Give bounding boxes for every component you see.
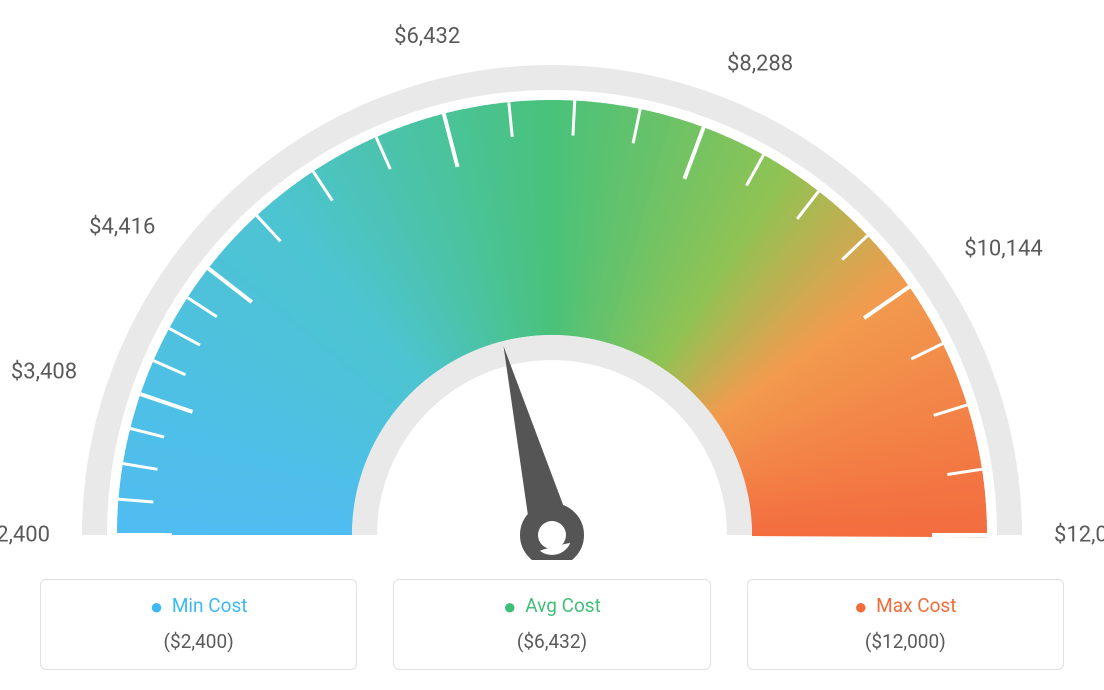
gauge-tick-label: $10,144 [964,236,1064,261]
gauge-tick-label: $8,288 [727,52,827,77]
gauge-svg [0,0,1104,560]
legend-row: ● Min Cost ($2,400) ● Avg Cost ($6,432) … [0,579,1104,670]
gauge-chart: $2,400 $3,408 $4,416 $6,432 $8,288 $10,144 $12… [0,0,1104,560]
legend-card-avg: ● Avg Cost ($6,432) [393,579,710,670]
legend-title-max: ● Max Cost [748,594,1063,620]
gauge-tick-label: $6,432 [377,24,477,49]
legend-label: Min Cost [172,594,248,617]
legend-title-avg: ● Avg Cost [394,594,709,620]
legend-value-avg: ($6,432) [394,630,709,653]
dot-icon: ● [150,595,163,620]
legend-label: Max Cost [876,594,956,617]
dot-icon: ● [854,595,867,620]
gauge-tick-label: $4,416 [55,215,155,240]
legend-label: Avg Cost [525,594,601,617]
gauge-tick-label: $2,400 [0,523,50,548]
gauge-tick-label: $12,000 [1054,523,1104,548]
gauge-tick-label: $3,408 [0,360,77,385]
legend-card-min: ● Min Cost ($2,400) [40,579,357,670]
dot-icon: ● [503,595,516,620]
legend-title-min: ● Min Cost [41,594,356,620]
legend-card-max: ● Max Cost ($12,000) [747,579,1064,670]
legend-value-max: ($12,000) [748,630,1063,653]
legend-value-min: ($2,400) [41,630,356,653]
